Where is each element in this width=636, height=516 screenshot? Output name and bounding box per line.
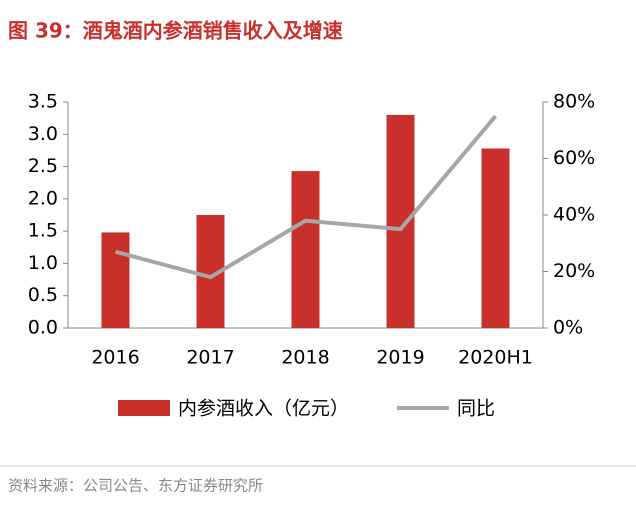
x-tick-label: 2020H1: [458, 347, 533, 369]
bar: [291, 171, 320, 328]
line-series: [114, 114, 498, 280]
y-tick-label: 0.5: [28, 284, 58, 306]
y-tick-label: 3.0: [28, 123, 58, 145]
x-tick-label: 2019: [376, 347, 424, 369]
bar: [386, 114, 415, 329]
legend-swatch: [118, 400, 170, 416]
y-tick-label: 2.0: [28, 187, 58, 209]
source-note: 资料来源：公司公告、东方证券研究所: [8, 477, 263, 495]
y2-tick-label: 20%: [553, 260, 595, 282]
x-tick-label: 2017: [186, 347, 234, 369]
legend-label: 同比: [457, 398, 495, 420]
y2-tick-label: 40%: [553, 204, 595, 226]
y2-tick-label: 80%: [553, 91, 595, 113]
bar: [101, 232, 130, 328]
legend-label: 内参酒收入（亿元）: [178, 398, 349, 420]
y-tick-label: 2.5: [28, 155, 58, 177]
y2-tick-label: 0%: [553, 317, 583, 339]
x-tick-label: 2016: [91, 347, 139, 369]
y2-tick-label: 60%: [553, 147, 595, 169]
y-tick-label: 3.5: [28, 91, 58, 113]
y-tick-label: 1.0: [28, 252, 58, 274]
y-tick-label: 1.5: [28, 220, 58, 242]
y-tick-label: 0.0: [28, 317, 58, 339]
x-tick-label: 2018: [281, 347, 329, 369]
chart-title: 图 39：酒鬼酒内参酒销售收入及增速: [8, 19, 343, 43]
bar: [481, 148, 510, 328]
